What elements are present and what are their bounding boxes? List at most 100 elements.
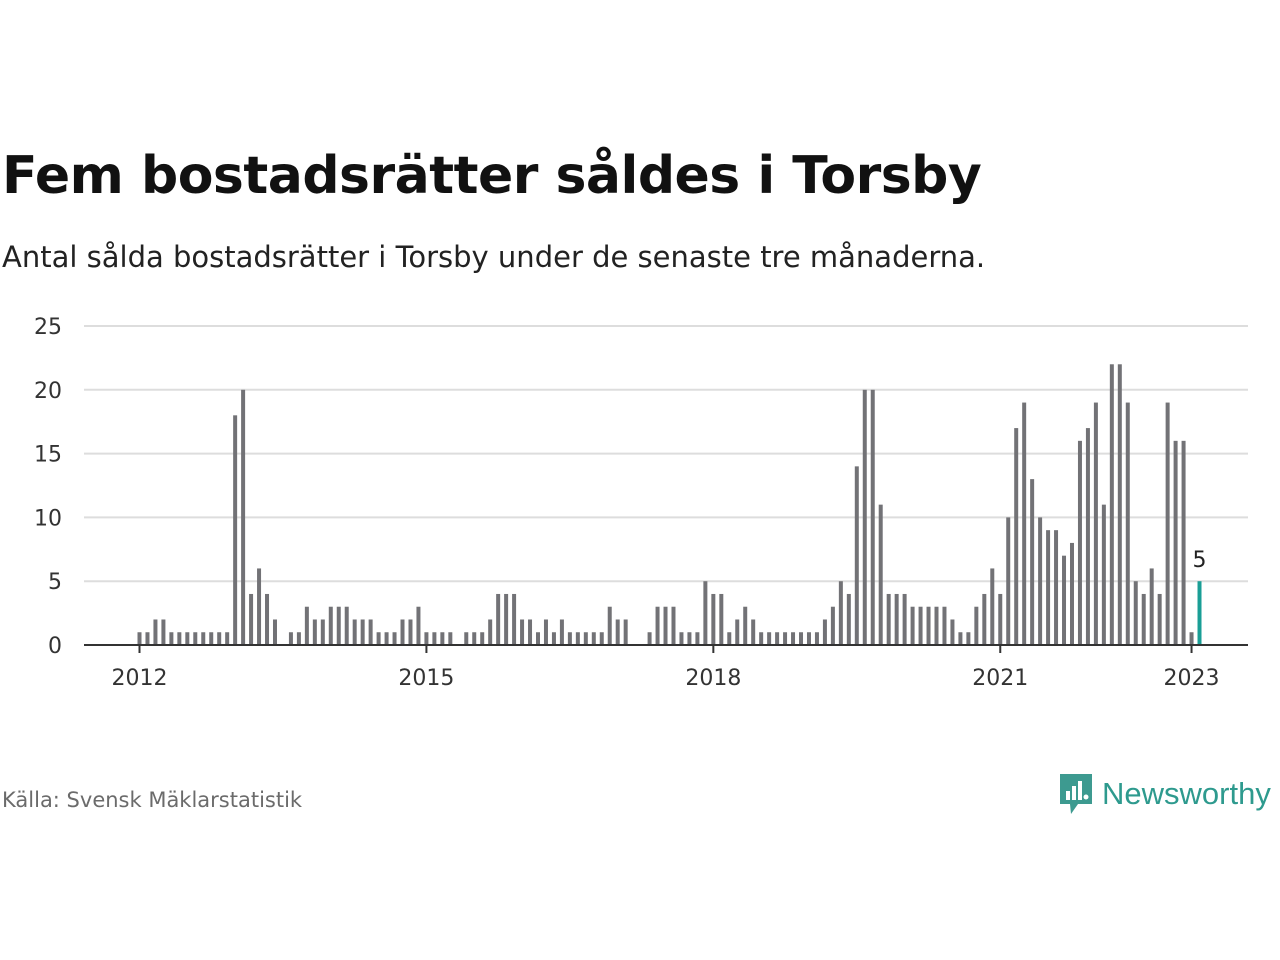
bar-highlight bbox=[1197, 581, 1202, 645]
bar bbox=[1189, 632, 1194, 645]
bar bbox=[352, 619, 357, 645]
bar bbox=[647, 632, 652, 645]
last-value-label: 5 bbox=[1193, 548, 1207, 573]
bar bbox=[1046, 530, 1051, 645]
gridlines bbox=[84, 325, 1248, 583]
bar bbox=[328, 606, 333, 645]
bar bbox=[982, 593, 987, 645]
y-tick-label: 5 bbox=[48, 570, 62, 595]
bar bbox=[360, 619, 365, 645]
chart-title: Fem bostadsrätter såldes i Torsby bbox=[2, 146, 982, 206]
bar bbox=[663, 606, 668, 645]
bar bbox=[751, 619, 756, 645]
bar bbox=[791, 632, 796, 645]
bar bbox=[711, 593, 716, 645]
bar bbox=[958, 632, 963, 645]
bar bbox=[862, 389, 867, 645]
x-tick-label: 2021 bbox=[972, 666, 1028, 691]
bar bbox=[528, 619, 533, 645]
bar bbox=[966, 632, 971, 645]
source-note: Källa: Svensk Mäklarstatistik bbox=[2, 788, 303, 812]
bar bbox=[1141, 593, 1146, 645]
bar bbox=[496, 593, 501, 645]
bar bbox=[623, 619, 628, 645]
bar bbox=[1133, 581, 1138, 645]
bar bbox=[217, 632, 222, 645]
bar bbox=[265, 593, 270, 645]
bar bbox=[671, 606, 676, 645]
bar bbox=[655, 606, 660, 645]
bar bbox=[520, 619, 525, 645]
bar bbox=[1181, 440, 1186, 645]
bar bbox=[257, 568, 262, 645]
bar bbox=[703, 581, 708, 645]
bar bbox=[575, 632, 580, 645]
bar bbox=[902, 593, 907, 645]
bar bbox=[304, 606, 309, 645]
bar bbox=[743, 606, 748, 645]
y-tick-label: 25 bbox=[34, 315, 62, 340]
bar bbox=[934, 606, 939, 645]
bar bbox=[799, 632, 804, 645]
bar bbox=[296, 632, 301, 645]
bar bbox=[599, 632, 604, 645]
bar bbox=[990, 568, 995, 645]
bar bbox=[225, 632, 230, 645]
bar bbox=[448, 632, 453, 645]
bar bbox=[974, 606, 979, 645]
bar bbox=[1014, 428, 1019, 645]
bar bbox=[193, 632, 198, 645]
bar bbox=[416, 606, 421, 645]
bar bbox=[1149, 568, 1154, 645]
bar bbox=[400, 619, 405, 645]
bar bbox=[137, 632, 142, 645]
bar bbox=[177, 632, 182, 645]
bar bbox=[480, 632, 485, 645]
newsworthy-logo-icon bbox=[1060, 774, 1092, 814]
bar bbox=[1125, 402, 1130, 645]
bar bbox=[567, 632, 572, 645]
bar bbox=[392, 632, 397, 645]
bar bbox=[312, 619, 317, 645]
chart-subtitle: Antal sålda bostadsrätter i Torsby under… bbox=[2, 240, 986, 274]
bar bbox=[735, 619, 740, 645]
bar-chart: 0 5 10 15 20 25 2012 2015 2018 2021 2023 5 bbox=[34, 315, 1248, 691]
bar bbox=[1093, 402, 1098, 645]
bar bbox=[894, 593, 899, 645]
bar bbox=[536, 632, 540, 645]
bar bbox=[775, 632, 780, 645]
bar bbox=[185, 632, 190, 645]
bar bbox=[1030, 479, 1035, 645]
bar bbox=[512, 593, 517, 645]
x-tick-label: 2023 bbox=[1164, 666, 1220, 691]
bar bbox=[727, 632, 732, 645]
bar bbox=[783, 632, 788, 645]
bar bbox=[870, 389, 875, 645]
bar bbox=[169, 632, 174, 645]
bar bbox=[838, 581, 843, 645]
bar bbox=[695, 632, 700, 645]
bar bbox=[1077, 440, 1082, 645]
bar bbox=[209, 632, 214, 645]
bar bbox=[1101, 504, 1106, 645]
bar bbox=[1085, 428, 1090, 645]
bar bbox=[384, 632, 389, 645]
bar bbox=[767, 632, 772, 645]
bar bbox=[1022, 402, 1027, 645]
bar bbox=[376, 632, 381, 645]
bar bbox=[1054, 530, 1059, 645]
bar bbox=[1109, 364, 1114, 645]
y-tick-label: 20 bbox=[34, 379, 62, 404]
bar bbox=[615, 619, 620, 645]
bar bbox=[583, 632, 588, 645]
newsworthy-brand: Newsworthy bbox=[1058, 772, 1271, 816]
bar bbox=[344, 606, 349, 645]
bar bbox=[153, 619, 158, 645]
bar bbox=[918, 606, 923, 645]
bar bbox=[249, 593, 254, 645]
bar bbox=[1006, 517, 1011, 645]
bar bbox=[942, 606, 947, 645]
bar bbox=[759, 632, 764, 645]
bar bbox=[679, 632, 684, 645]
bar bbox=[846, 593, 851, 645]
